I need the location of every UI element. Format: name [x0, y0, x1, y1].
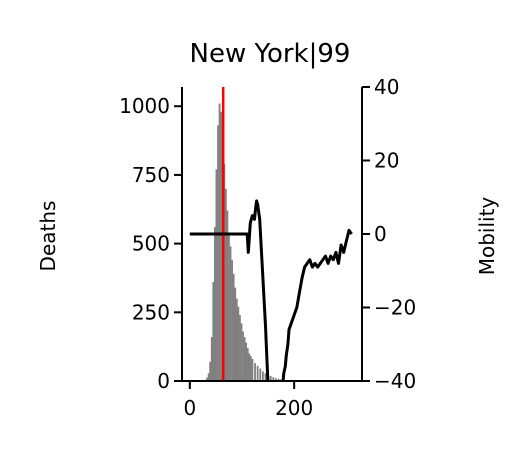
x-tick-label: 200 [275, 396, 313, 420]
death-bar [259, 368, 262, 381]
mobility-line-group [189, 199, 353, 381]
death-bar [231, 260, 233, 381]
y-tick-label: 500 [132, 232, 170, 256]
death-bar [248, 353, 251, 381]
death-bar [251, 359, 254, 381]
death-bar [261, 371, 264, 381]
death-bar [213, 227, 216, 381]
y2-tick-label: 40 [374, 75, 399, 99]
death-bar [235, 298, 238, 381]
death-bar [217, 125, 219, 382]
x-tick-label: 0 [183, 396, 196, 420]
death-bar [272, 377, 275, 381]
death-bar [232, 273, 235, 381]
death-bar [224, 188, 227, 381]
y-tick-label: 0 [157, 369, 170, 393]
chart-title: New York|99 [190, 39, 351, 69]
y2-tick-label: −20 [374, 296, 416, 320]
death-bar [249, 356, 252, 381]
death-bar [229, 246, 232, 381]
death-bar [228, 232, 230, 381]
death-bar [264, 373, 267, 381]
y2-tick-label: 20 [374, 149, 399, 173]
y2-tick-label: −40 [374, 369, 416, 393]
death-bar [210, 337, 213, 381]
death-bar [242, 331, 244, 381]
death-bar [237, 306, 240, 381]
y2-tick-label: 0 [374, 222, 387, 246]
death-bar [207, 373, 210, 381]
y2-axis-label: Mobility [475, 197, 499, 276]
y-tick-label: 1000 [119, 94, 170, 118]
death-bar [275, 378, 277, 381]
deaths-bars [204, 103, 353, 382]
death-bar [246, 348, 249, 381]
death-bar [209, 361, 212, 381]
death-bar [234, 287, 237, 381]
death-bar [220, 111, 223, 381]
y-tick-label: 750 [132, 163, 170, 187]
death-bar [245, 342, 248, 381]
mobility-line [189, 199, 353, 381]
death-bar [226, 210, 229, 381]
death-bar [239, 315, 241, 381]
y-tick-label: 250 [132, 300, 170, 324]
death-bar [218, 103, 221, 381]
death-bar [277, 378, 280, 381]
death-bar [240, 323, 243, 381]
death-bar [243, 337, 246, 381]
death-bar [206, 377, 208, 381]
death-bar [212, 282, 215, 381]
death-bar [254, 363, 256, 381]
y-axis-label: Deaths [36, 201, 60, 272]
death-bar [215, 169, 218, 381]
death-bar [256, 365, 259, 381]
death-bar [269, 376, 272, 381]
